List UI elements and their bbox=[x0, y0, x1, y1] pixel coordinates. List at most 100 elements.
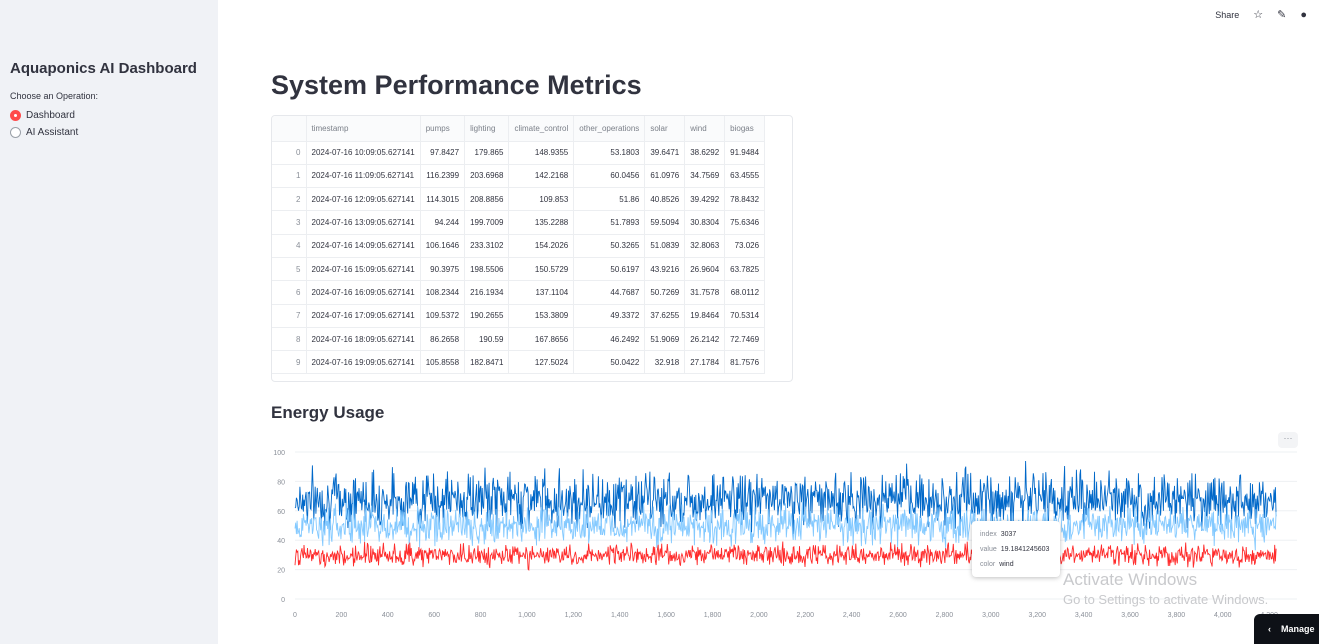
x-tick-label: 1,000 bbox=[518, 612, 536, 619]
table-cell: 190.59 bbox=[464, 327, 510, 352]
radio-unselected-icon bbox=[10, 127, 21, 138]
table-cell: 53.1803 bbox=[573, 141, 646, 165]
table-cell: 198.5506 bbox=[464, 257, 510, 282]
table-cell: 90.3975 bbox=[420, 257, 466, 282]
column-header[interactable]: timestamp bbox=[306, 116, 421, 142]
table-row[interactable]: 5 2024-07-16 15:09:05.627141 90.3975 198.55… bbox=[272, 257, 766, 282]
table-cell: 50.0422 bbox=[573, 350, 646, 375]
tooltip-row: color wind bbox=[980, 561, 1014, 568]
x-tick-label: 1,800 bbox=[704, 612, 722, 619]
table-cell: 199.7009 bbox=[464, 210, 510, 235]
table-row[interactable]: 9 2024-07-16 19:09:05.627141 105.8558 182.8… bbox=[272, 350, 766, 375]
table-row[interactable]: 6 2024-07-16 16:09:05.627141 108.2344 216.1… bbox=[272, 280, 766, 305]
table-cell: 51.86 bbox=[573, 187, 646, 212]
section-title-energy-usage: Energy Usage bbox=[271, 403, 385, 422]
table-row[interactable]: 7 2024-07-16 17:09:05.627141 109.5372 190.2… bbox=[272, 304, 766, 328]
table-cell: 2024-07-16 16:09:05.627141 bbox=[306, 280, 421, 305]
table-row[interactable]: 3 2024-07-16 13:09:05.627141 94.244 199.700… bbox=[272, 210, 766, 235]
table-cell: 78.8432 bbox=[724, 187, 766, 212]
table-cell: 63.7825 bbox=[724, 257, 766, 282]
star-icon[interactable]: ☆ bbox=[1253, 9, 1264, 21]
table-cell: 75.6346 bbox=[724, 210, 766, 235]
x-tick-label: 400 bbox=[382, 612, 394, 619]
x-tick-label: 1,600 bbox=[657, 612, 675, 619]
table-row[interactable]: 0 2024-07-16 10:09:05.627141 97.8427 179.86… bbox=[272, 141, 766, 165]
dataframe[interactable]: timestamp pumps lighting climate_control oth… bbox=[271, 115, 793, 382]
table-cell: 61.0976 bbox=[644, 164, 686, 189]
radio-option-ai-assistant[interactable]: AI Assistant bbox=[10, 127, 78, 138]
table-cell: 59.5094 bbox=[644, 210, 686, 235]
y-tick-label: 0 bbox=[281, 597, 285, 604]
table-cell: 233.3102 bbox=[464, 234, 510, 258]
table-cell: 51.7893 bbox=[573, 210, 646, 235]
table-cell: 26.2142 bbox=[684, 327, 726, 352]
column-header[interactable]: lighting bbox=[464, 116, 510, 142]
table-cell: 43.9216 bbox=[644, 257, 686, 282]
x-tick-label: 3,400 bbox=[1075, 612, 1093, 619]
table-cell: 60.0456 bbox=[573, 164, 646, 189]
table-cell: 127.5024 bbox=[508, 350, 575, 375]
table-cell: 142.2168 bbox=[508, 164, 575, 189]
operation-radio-label: Choose an Operation: bbox=[10, 91, 99, 101]
radio-option-label: AI Assistant bbox=[26, 127, 79, 138]
column-header[interactable]: wind bbox=[684, 116, 726, 142]
table-cell: 203.6968 bbox=[464, 164, 510, 189]
index-header[interactable] bbox=[272, 116, 307, 142]
column-header[interactable]: biogas bbox=[724, 116, 766, 142]
x-tick-label: 1,400 bbox=[611, 612, 629, 619]
row-index: 5 bbox=[272, 257, 307, 282]
table-cell: 150.5729 bbox=[508, 257, 575, 282]
sidebar-title: Aquaponics AI Dashboard bbox=[10, 60, 197, 77]
column-header[interactable]: pumps bbox=[420, 116, 466, 142]
sidebar: Aquaponics AI Dashboard Choose an Operat… bbox=[0, 0, 218, 644]
table-cell: 109.853 bbox=[508, 187, 575, 212]
x-tick-label: 800 bbox=[475, 612, 487, 619]
windows-activation-watermark: Activate Windows Go to Settings to activ… bbox=[1063, 570, 1269, 607]
column-header[interactable]: climate_control bbox=[508, 116, 575, 142]
table-cell: 44.7687 bbox=[573, 280, 646, 305]
edit-icon[interactable]: ✎ bbox=[1277, 9, 1287, 21]
x-tick-label: 2,400 bbox=[843, 612, 861, 619]
energy-line-chart[interactable]: 0 20 40 60 80 100 0 200 400 600 800 1,000 1,200 1,400… bbox=[262, 438, 1302, 628]
row-index: 7 bbox=[272, 304, 307, 328]
table-cell: 32.8063 bbox=[684, 234, 726, 258]
table-cell: 50.3265 bbox=[573, 234, 646, 258]
x-tick-label: 3,000 bbox=[982, 612, 1000, 619]
manage-app-button[interactable]: ‹ Manage bbox=[1254, 614, 1319, 644]
table-cell: 2024-07-16 17:09:05.627141 bbox=[306, 304, 421, 328]
column-header[interactable]: other_operations bbox=[573, 116, 646, 142]
series-line bbox=[294, 500, 1277, 551]
x-tick-label: 3,600 bbox=[1121, 612, 1139, 619]
table-cell: 51.9069 bbox=[644, 327, 686, 352]
table-cell: 109.5372 bbox=[420, 304, 466, 328]
table-cell: 97.8427 bbox=[420, 141, 466, 165]
table-cell: 73.026 bbox=[724, 234, 766, 258]
table-cell: 2024-07-16 15:09:05.627141 bbox=[306, 257, 421, 282]
table-cell: 153.3809 bbox=[508, 304, 575, 328]
table-cell: 19.8464 bbox=[684, 304, 726, 328]
table-row[interactable]: 1 2024-07-16 11:09:05.627141 116.2399 203.6… bbox=[272, 164, 766, 189]
table-row[interactable]: 2 2024-07-16 12:09:05.627141 114.3015 208.8… bbox=[272, 187, 766, 212]
table-cell: 137.1104 bbox=[508, 280, 575, 305]
table-cell: 2024-07-16 19:09:05.627141 bbox=[306, 350, 421, 375]
table-cell: 63.4555 bbox=[724, 164, 766, 189]
table-cell: 49.3372 bbox=[573, 304, 646, 328]
table-row[interactable]: 8 2024-07-16 18:09:05.627141 86.2658 190.59… bbox=[272, 327, 766, 352]
series-line bbox=[294, 460, 1277, 536]
table-cell: 208.8856 bbox=[464, 187, 510, 212]
row-index: 0 bbox=[272, 141, 307, 165]
radio-option-dashboard[interactable]: Dashboard bbox=[10, 110, 75, 121]
chart-menu-button[interactable]: ··· bbox=[1278, 432, 1298, 448]
table-cell: 94.244 bbox=[420, 210, 466, 235]
share-button[interactable]: Share bbox=[1215, 9, 1240, 20]
table-cell: 2024-07-16 18:09:05.627141 bbox=[306, 327, 421, 352]
table-cell: 81.7576 bbox=[724, 350, 766, 375]
table-cell: 51.0839 bbox=[644, 234, 686, 258]
table-cell: 106.1646 bbox=[420, 234, 466, 258]
column-header[interactable]: solar bbox=[644, 116, 686, 142]
github-icon[interactable]: ● bbox=[1300, 8, 1307, 21]
table-row[interactable]: 4 2024-07-16 14:09:05.627141 106.1646 233.3… bbox=[272, 234, 766, 258]
page-title: System Performance Metrics bbox=[271, 70, 642, 100]
y-tick-label: 80 bbox=[277, 479, 285, 486]
top-toolbar: Share ☆ ✎ ● bbox=[1215, 8, 1307, 22]
